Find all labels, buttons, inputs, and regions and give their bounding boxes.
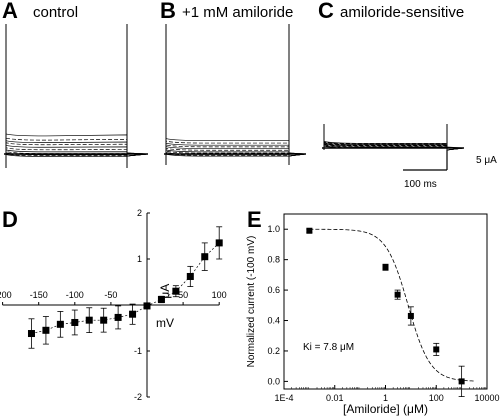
iv-point: [201, 253, 209, 261]
panel-e-label: E: [247, 207, 262, 232]
scale-time-label: 100 ms: [404, 179, 437, 190]
a-trace-2: [4, 137, 149, 157]
dose-point: [458, 378, 465, 385]
dose-x-tick-label: 100: [429, 393, 444, 403]
dose-point: [382, 264, 389, 271]
iv-point: [56, 320, 64, 328]
iv-point: [71, 318, 79, 326]
iv-x-tick-label: 50: [178, 290, 188, 300]
dose-point: [394, 291, 401, 298]
iv-point: [114, 313, 122, 321]
dose-y-axis-label: Normalized current (-100 mV): [246, 236, 257, 368]
b-trace-4: [164, 144, 307, 157]
dose-x-axis-label: [Amiloride] (μM): [343, 402, 428, 416]
iv-y-tick-label: 2: [137, 208, 142, 218]
dose-point: [433, 346, 440, 353]
iv-connector: [31, 242, 220, 334]
iv-y-axis-label: μA: [158, 284, 172, 299]
iv-plot: -200 -150 -100 -50 50 100 2 1 -1 -2 mV μA: [0, 208, 227, 402]
trace-panel-c: [322, 124, 465, 151]
dose-x-tick-label: 1E-4: [274, 393, 293, 403]
iv-point: [157, 295, 165, 303]
iv-point: [85, 316, 93, 324]
a-trace-1: [4, 133, 149, 157]
dose-point: [306, 227, 313, 234]
dose-ki-annotation: Ki = 7.8 μM: [303, 342, 354, 353]
panel-c-label: C: [318, 0, 334, 23]
dose-y-tick-label: 0.4: [267, 316, 280, 326]
iv-point: [143, 302, 151, 310]
panel-d-label: D: [2, 207, 18, 232]
iv-y-tick-label: -1: [134, 346, 142, 356]
scale-bar: 5 μA 100 ms: [403, 150, 497, 190]
scale-current-label: 5 μA: [476, 155, 497, 166]
iv-point: [42, 326, 50, 334]
dose-y-tick-label: 0.2: [267, 346, 280, 356]
iv-x-tick-label: -100: [66, 290, 84, 300]
iv-x-tick-label: 100: [212, 290, 227, 300]
c-trace-6: [322, 144, 465, 151]
iv-point: [186, 272, 194, 280]
dose-response-plot: 1E-4 0.01 1 100 10000 0.0 0.2 0.4 0.6 0.8 1.0 [Amil…: [246, 213, 500, 416]
dose-y-tick-label: 0.6: [267, 285, 280, 295]
iv-point: [100, 316, 108, 324]
dose-point: [407, 312, 414, 319]
trace-panel-b: [164, 24, 307, 165]
iv-point: [27, 330, 35, 338]
iv-y-tick-label: 1: [137, 254, 142, 264]
panel-c-title: amiloride-sensitive: [340, 4, 464, 21]
iv-x-tick-label: -50: [104, 290, 117, 300]
dose-frame: [283, 213, 488, 390]
dose-x-tick-label: 10000: [474, 393, 499, 403]
dose-y-tick-label: 1.0: [267, 224, 280, 234]
dose-x-tick-label: 1: [383, 393, 388, 403]
b-trace-8: [164, 150, 307, 157]
iv-x-axis-label: mV: [156, 316, 174, 330]
iv-y-tick-label: -2: [134, 392, 142, 402]
panel-a-label: A: [2, 0, 18, 23]
trace-panel-a: [4, 24, 149, 168]
dose-fit-curve: [309, 228, 475, 382]
panel-a-title: control: [33, 4, 78, 21]
iv-point: [215, 239, 223, 247]
iv-x-tick-label: -200: [0, 290, 12, 300]
dose-y-tick-label: 0.0: [267, 376, 280, 386]
iv-point: [172, 287, 180, 295]
dose-y-tick-label: 0.8: [267, 255, 280, 265]
iv-x-tick-label: -150: [30, 290, 48, 300]
iv-point: [129, 310, 137, 318]
dose-x-tick-label: 0.01: [326, 393, 344, 403]
panel-b-title: +1 mM amiloride: [182, 4, 293, 21]
panel-b-label: B: [160, 0, 176, 23]
